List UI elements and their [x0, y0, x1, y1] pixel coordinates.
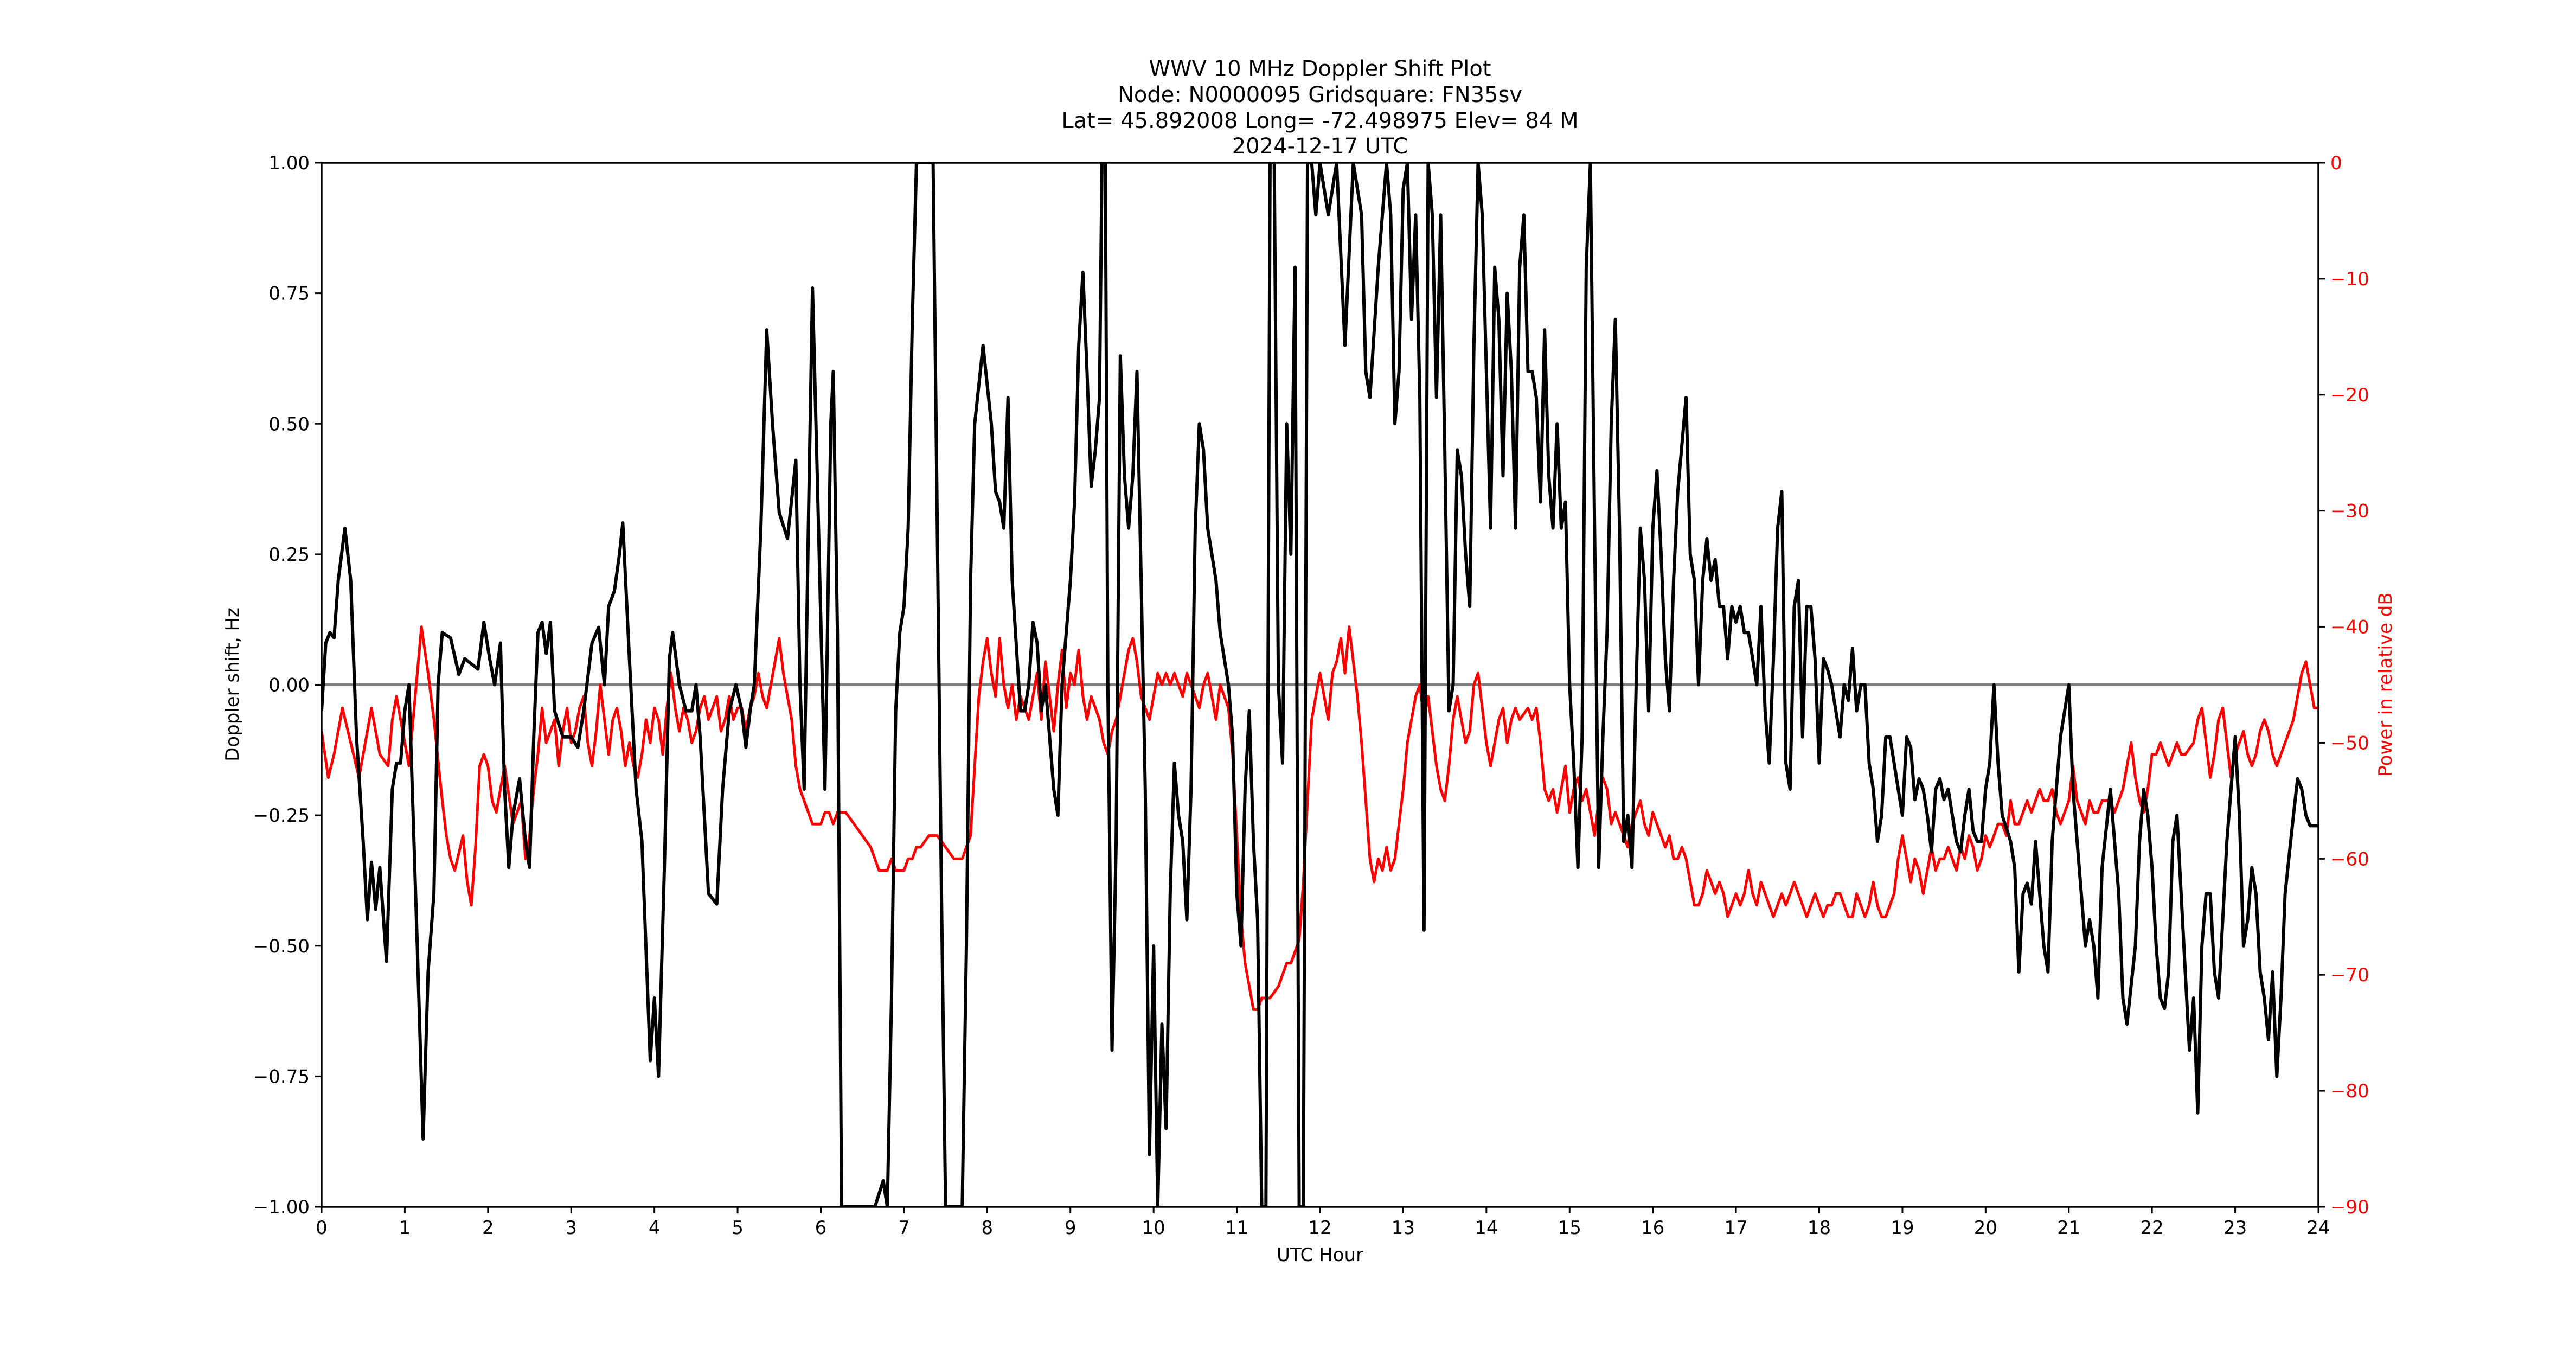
- x-tick-label: 4: [649, 1217, 661, 1239]
- x-tick-label: 1: [399, 1217, 411, 1239]
- x-tick-label: 20: [1974, 1217, 1997, 1239]
- power-series-line: [322, 625, 2318, 1011]
- x-tick-label: 0: [316, 1217, 328, 1239]
- y-axis-label-right: Power in relative dB: [2375, 592, 2396, 776]
- y-tick-label: −1.00: [253, 1197, 310, 1218]
- x-tick-label: 5: [732, 1217, 744, 1239]
- title-line-4: 2024-12-17 UTC: [1232, 134, 1408, 159]
- x-tick-label: 3: [565, 1217, 577, 1239]
- x-tick-label: 9: [1065, 1217, 1076, 1239]
- x-tick-label: 24: [2306, 1217, 2330, 1239]
- title-line-1: WWV 10 MHz Doppler Shift Plot: [1149, 56, 1491, 81]
- y-right-tick-label: −40: [2330, 617, 2369, 638]
- y-right-tick-label: −30: [2330, 501, 2369, 522]
- x-tick-label: 14: [1475, 1217, 1498, 1239]
- y-right-tick-label: −70: [2330, 964, 2369, 986]
- x-axis: 0 1 2 3 4 5 6 7 8 9 10 11 12 13 14 15 16 17 18 19 20 21 22 23 24: [316, 1207, 2330, 1239]
- y-axis-right: 0 −10 −20 −30 −40 −50 −60 −70 −80 −90: [2318, 152, 2369, 1218]
- y-tick-label: 0.00: [268, 675, 310, 696]
- y-tick-label: −0.75: [253, 1066, 310, 1088]
- y-tick-label: 0.50: [268, 413, 310, 435]
- x-tick-label: 13: [1392, 1217, 1415, 1239]
- x-axis-label: UTC Hour: [1277, 1244, 1363, 1266]
- y-tick-label: 0.25: [268, 544, 310, 566]
- x-tick-label: 2: [482, 1217, 494, 1239]
- y-axis-label-left: Doppler shift, Hz: [222, 607, 243, 762]
- y-tick-label: −0.25: [253, 805, 310, 827]
- y-tick-label: −0.50: [253, 936, 310, 957]
- title-line-3: Lat= 45.892008 Long= -72.498975 Elev= 84…: [1061, 108, 1578, 133]
- x-tick-label: 18: [1808, 1217, 1831, 1239]
- x-tick-label: 8: [982, 1217, 994, 1239]
- x-tick-label: 12: [1308, 1217, 1331, 1239]
- y-right-tick-label: −90: [2330, 1197, 2369, 1218]
- x-tick-label: 11: [1225, 1217, 1248, 1239]
- x-tick-label: 10: [1142, 1217, 1165, 1239]
- x-tick-label: 7: [898, 1217, 910, 1239]
- y-right-tick-label: −50: [2330, 732, 2369, 754]
- title-line-2: Node: N0000095 Gridsquare: FN35sv: [1118, 82, 1522, 107]
- y-right-tick-label: −10: [2330, 268, 2369, 290]
- x-tick-label: 23: [2223, 1217, 2247, 1239]
- x-tick-label: 21: [2057, 1217, 2080, 1239]
- x-tick-label: 16: [1641, 1217, 1664, 1239]
- x-tick-label: 22: [2141, 1217, 2164, 1239]
- y-axis-left: 1.00 0.75 0.50 0.25 0.00 −0.25 −0.50 −0.75 −1.00: [253, 152, 322, 1218]
- y-right-tick-label: −60: [2330, 848, 2369, 870]
- y-right-tick-label: −20: [2330, 385, 2369, 406]
- x-tick-label: 15: [1558, 1217, 1581, 1239]
- chart-title: WWV 10 MHz Doppler Shift Plot Node: N000…: [1061, 56, 1578, 159]
- x-tick-label: 6: [815, 1217, 827, 1239]
- y-right-tick-label: −80: [2330, 1080, 2369, 1102]
- x-tick-label: 19: [1891, 1217, 1914, 1239]
- y-right-tick-label: 0: [2330, 152, 2342, 174]
- plot-series: [322, 163, 2318, 1207]
- x-tick-label: 17: [1724, 1217, 1747, 1239]
- y-tick-label: 0.75: [268, 283, 310, 305]
- y-tick-label: 1.00: [268, 152, 310, 174]
- doppler-series-line: [322, 163, 2318, 1207]
